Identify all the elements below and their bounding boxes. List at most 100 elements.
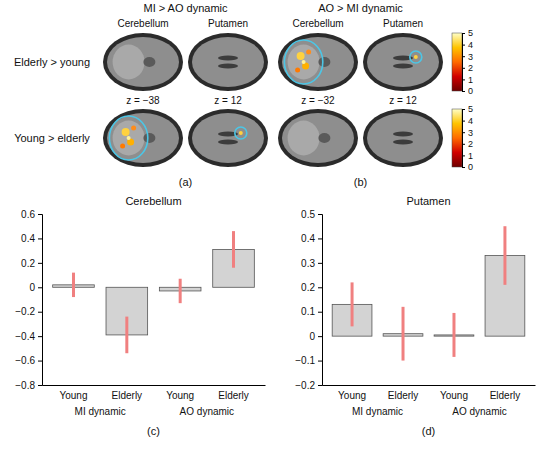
activation-blob	[297, 52, 305, 60]
tick-label: 5	[468, 104, 473, 114]
tick-label: 2	[468, 139, 473, 149]
chart-title: Putamen	[406, 195, 450, 207]
activation-blob	[239, 131, 243, 135]
tick: Elderly	[112, 385, 143, 401]
brain-slice	[278, 33, 358, 91]
brain-slice	[103, 109, 183, 167]
brain-outline	[363, 109, 443, 167]
marks	[332, 226, 525, 360]
activation-blob	[127, 136, 131, 140]
group-label: AO dynamic	[452, 406, 506, 417]
tick-label: 0.2	[21, 258, 35, 269]
tick-label: 2	[468, 63, 473, 73]
tick: 5	[462, 104, 473, 114]
tick-mark	[462, 155, 465, 156]
region-outline	[284, 40, 322, 84]
tick: 2	[462, 139, 473, 149]
ventricle	[218, 140, 238, 145]
brain-slice	[363, 33, 443, 91]
tick-mark	[38, 214, 42, 215]
brain-tissue	[367, 113, 439, 163]
tick-mark	[318, 287, 322, 288]
tick: 0.2	[21, 258, 42, 269]
tick: Young	[59, 385, 87, 401]
activation-blob	[302, 60, 306, 64]
tick-label: 0.3	[301, 258, 315, 269]
tick-mark	[462, 109, 465, 110]
tick: 5	[462, 28, 473, 38]
tick-label: −0.2	[295, 380, 315, 391]
tick-label: 0	[309, 331, 315, 342]
tick: 3	[462, 128, 473, 138]
tick: 0	[462, 86, 473, 96]
slice-label: z = 12	[389, 95, 417, 106]
tick: 0	[462, 162, 473, 172]
tick: Young	[166, 385, 194, 401]
tick-mark	[318, 312, 322, 313]
tick-label: 0	[29, 282, 35, 293]
tick-mark	[318, 336, 322, 337]
tick-mark	[38, 361, 42, 362]
brain-slice	[188, 109, 268, 167]
tick-mark	[462, 91, 465, 92]
brain-slice	[103, 33, 183, 91]
tick: −0.1	[295, 355, 322, 366]
tick: 3	[462, 52, 473, 62]
figure: MI > AO dynamicCerebellumz = −38Putamenz…	[0, 0, 549, 455]
tick-mark	[38, 287, 42, 288]
tick-label: 0.6	[21, 209, 35, 220]
activation-blob	[122, 128, 130, 136]
chart-title: Cerebellum	[125, 195, 181, 207]
tick: 0	[309, 331, 322, 342]
axis-line	[463, 110, 466, 168]
tick: 0	[29, 282, 42, 293]
error-bar	[503, 226, 506, 285]
brain-tissue	[367, 37, 439, 87]
tick-label: Young	[440, 390, 468, 401]
brain-tissue	[282, 37, 354, 87]
tick: 1	[462, 151, 473, 161]
brain-outline	[188, 109, 268, 167]
brainstem	[318, 57, 330, 67]
brain-slice	[278, 109, 358, 167]
brainstem	[143, 133, 155, 143]
tick: 0.1	[301, 306, 322, 317]
axis-line	[318, 215, 323, 386]
y-axis: −0.8−0.6−0.4−0.200.20.40.6	[15, 209, 42, 391]
tick: −0.2	[295, 380, 322, 391]
tick: 0.3	[301, 258, 322, 269]
tick-mark	[462, 144, 465, 145]
region-label: Cerebellum	[117, 18, 168, 29]
tick-mark	[318, 263, 322, 264]
tick-mark	[462, 33, 465, 34]
row-label: Young > elderly	[14, 132, 90, 144]
tick-mark	[38, 385, 42, 386]
colorbar-gradient	[452, 109, 462, 167]
brain-outline	[188, 33, 268, 91]
tick-label: Young	[338, 390, 366, 401]
brain-outline	[278, 33, 358, 91]
panel-header: AO > MI dynamic	[318, 2, 403, 14]
region-label: Putamen	[383, 18, 423, 29]
tick: 0.4	[21, 233, 42, 244]
brainstem	[143, 57, 155, 67]
group-label: AO dynamic	[180, 406, 234, 417]
tick-label: Elderly	[388, 390, 419, 401]
tick-label: −0.4	[15, 331, 35, 342]
tick-mark	[462, 132, 465, 133]
region-label: Cerebellum	[292, 18, 343, 29]
brain-tissue	[107, 37, 179, 87]
error-bar	[232, 231, 235, 268]
tick: Elderly	[388, 385, 419, 401]
ventricle	[218, 56, 238, 61]
error-bar	[125, 317, 128, 354]
panel-letter: (c)	[147, 425, 160, 437]
region-outline	[410, 51, 422, 63]
region-label: Putamen	[208, 18, 248, 29]
tick: Elderly	[490, 385, 521, 401]
tick-label: Elderly	[112, 390, 143, 401]
activation-blob	[306, 50, 311, 55]
tick-label: 5	[468, 28, 473, 38]
tick: −0.6	[15, 355, 42, 366]
slice-label: z = −38	[126, 95, 160, 106]
